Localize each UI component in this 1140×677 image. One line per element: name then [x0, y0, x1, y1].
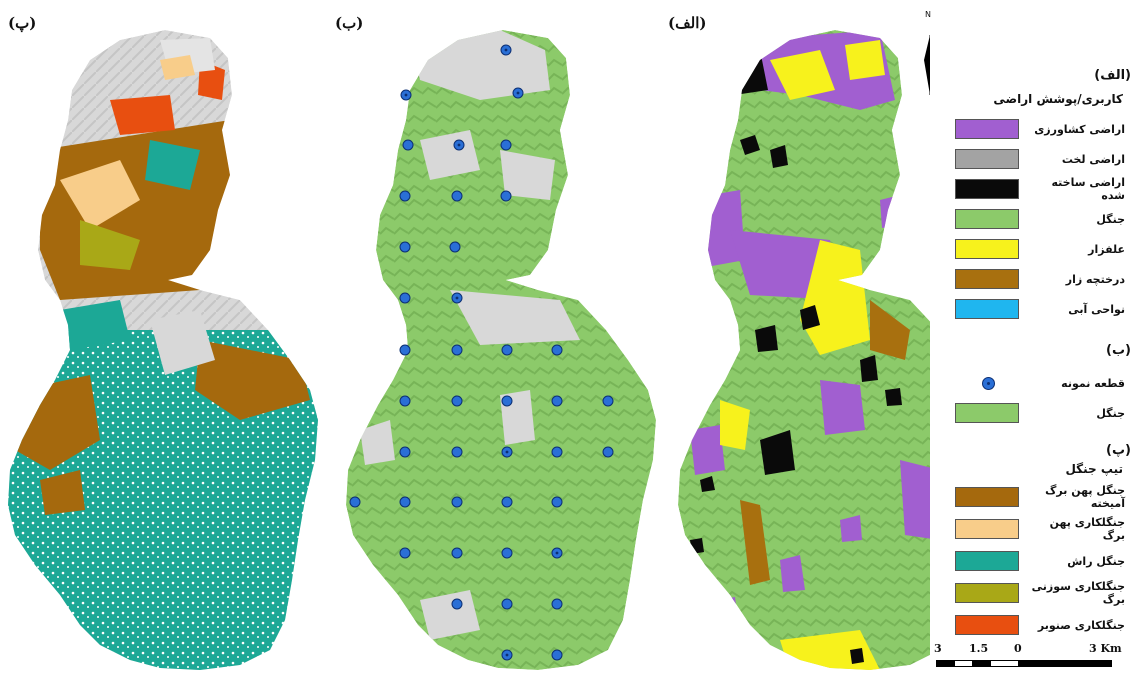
legend-row: اراضی کشاورزی — [945, 118, 1125, 140]
legend-row: علفزار — [945, 238, 1125, 260]
legend-swatch — [955, 583, 1019, 603]
legend-head-alef: (الف) — [1094, 68, 1131, 83]
legend-label: قطعه نمونه — [1061, 376, 1125, 390]
scale-label-0: 3 — [934, 642, 942, 655]
legend-swatch — [955, 209, 1019, 229]
legend-row: جنگلکاری صنوبر — [945, 614, 1125, 636]
scale-bar: 3 1.5 0 3 Km — [934, 642, 1130, 672]
legend-swatch — [955, 239, 1019, 259]
legend-label: جنگلکاری صنوبر — [1037, 618, 1125, 632]
legend-row: اراضی لخت — [945, 148, 1125, 170]
legend-title-forest-type: تیپ جنگل — [1065, 462, 1123, 476]
scale-label-2: 0 — [1014, 642, 1022, 655]
legend-label: اراضی کشاورزی — [1034, 122, 1125, 136]
legend-label: جنگل — [1096, 212, 1125, 226]
legend-row: نواحی آبی — [945, 298, 1125, 320]
legend-label: نواحی آبی — [1068, 302, 1125, 316]
legend-swatch — [955, 551, 1019, 571]
sample-plot-icon — [981, 376, 995, 390]
legend-swatch — [955, 269, 1019, 289]
legend-row: جنگل — [945, 402, 1125, 424]
legend-row: اراضی ساخته شده — [945, 176, 1126, 202]
legend-swatch — [955, 299, 1019, 319]
panel-label-b: (ب) — [335, 14, 364, 32]
north-label: N — [925, 10, 931, 19]
scale-label-1: 1.5 — [969, 642, 989, 655]
sample-plots — [349, 44, 614, 661]
legend-row: قطعه نمونه — [945, 372, 1125, 394]
legend-head-p: (پ) — [1106, 443, 1131, 458]
sample-plot-map — [346, 30, 656, 670]
legend-row: جنگلکاری سوزنی برگ — [945, 580, 1125, 606]
legend-label: جنگل — [1096, 406, 1125, 420]
legend-row: درختچه زار — [945, 268, 1125, 290]
legend-label: درختچه زار — [1065, 272, 1125, 286]
legend-row: جنگل — [945, 208, 1125, 230]
forest-type-map — [8, 30, 318, 670]
legend-swatch — [955, 615, 1019, 635]
panel-label-p: (پ) — [8, 14, 37, 32]
legend-label: اراضی ساخته شده — [1051, 176, 1126, 202]
legend-swatch — [955, 519, 1019, 539]
legend-head-b: (ب) — [1106, 343, 1131, 358]
legend-row: جنگل پهن برگ آمیخته — [945, 484, 1125, 510]
legend-label: جنگل راش — [1067, 554, 1125, 568]
map-canvas — [8, 30, 930, 670]
scale-label-3: 3 Km — [1089, 642, 1122, 655]
legend-label: جنگلکاری سوزنی برگ — [1031, 580, 1125, 606]
legend-swatch — [955, 403, 1019, 423]
legend-row: جنگلکاری پهن برگ — [945, 516, 1125, 542]
legend-swatch — [955, 179, 1019, 199]
legend-label: اراضی لخت — [1061, 152, 1125, 166]
panel-label-alef: (الف) — [668, 14, 707, 32]
legend-label: علفزار — [1088, 242, 1125, 256]
legend-label: جنگلکاری پهن برگ — [1049, 516, 1125, 542]
legend-swatch — [957, 374, 1019, 392]
legend-swatch — [955, 487, 1019, 507]
legend-label: جنگل پهن برگ آمیخته — [1045, 484, 1125, 510]
legend-title-land-use: کاربری/پوشش اراضی — [993, 92, 1123, 106]
legend-row: جنگل راش — [945, 550, 1125, 572]
north-arrow-icon — [924, 35, 930, 95]
land-use-map — [678, 30, 930, 670]
legend-swatch — [955, 149, 1019, 169]
legend-swatch — [955, 119, 1019, 139]
